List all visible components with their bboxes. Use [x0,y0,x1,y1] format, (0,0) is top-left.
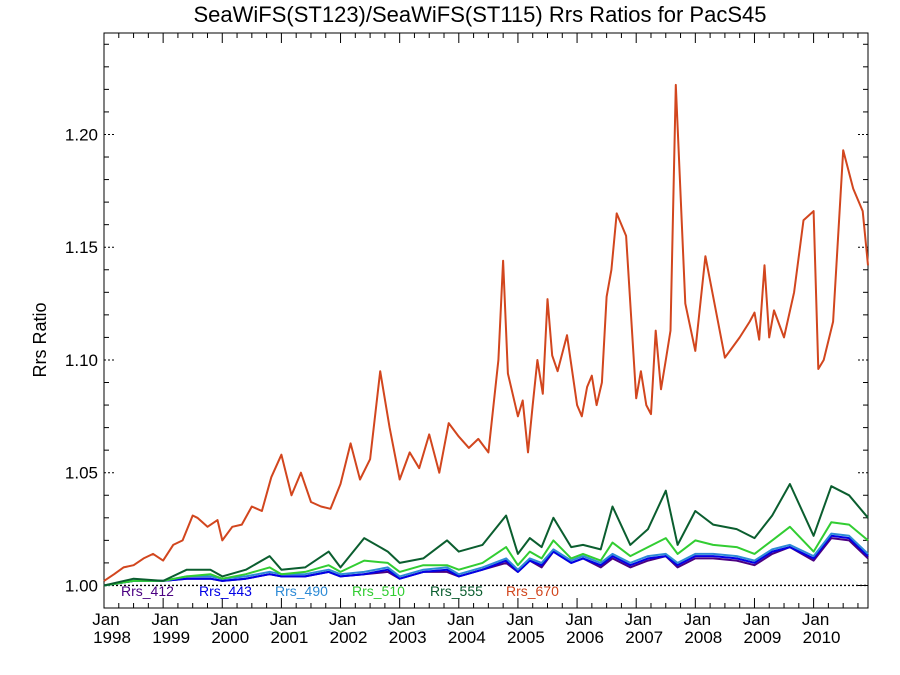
series-line-rrs-443 [103,534,869,587]
series-line-rrs-555 [103,483,869,587]
x-tick-label-year: 2004 [448,628,486,647]
x-tick-label-month: Jan [565,610,592,629]
x-tick-label-month: Jan [92,610,119,629]
legend-entry-rrs-412: Rrs_412 [121,583,174,599]
x-tick-label-month: Jan [329,610,356,629]
legend-entry-rrs-555: Rrs_555 [430,583,483,599]
y-tick-label: 1.10 [65,351,98,370]
x-tick-label-year: 2000 [211,628,249,647]
x-tick-label-month: Jan [624,610,651,629]
plot-frame [103,32,869,609]
x-tick-label-year: 2001 [270,628,308,647]
legend-entry-rrs-490: Rrs_490 [275,583,328,599]
y-tick-label: 1.20 [65,125,98,144]
plot-area: 1.001.051.101.151.20Jan1998Jan1999Jan200… [65,32,869,647]
x-tick-label-year: 2009 [744,628,782,647]
series-line-rrs-670 [103,83,869,582]
x-tick-label-month: Jan [447,610,474,629]
x-tick-label-year: 1999 [152,628,190,647]
y-axis-label: Rrs Ratio [30,302,50,377]
x-tick-label-month: Jan [506,610,533,629]
x-tick-label-year: 2008 [684,628,722,647]
chart-title: SeaWiFS(ST123)/SeaWiFS(ST115) Rrs Ratios… [194,2,767,27]
x-tick-label-year: 2007 [625,628,663,647]
y-tick-label: 1.05 [65,464,98,483]
x-tick-label-year: 2006 [566,628,604,647]
series-line-rrs-510 [103,521,869,587]
x-tick-label-year: 2010 [803,628,841,647]
x-tick-label-month: Jan [388,610,415,629]
x-tick-label-month: Jan [211,610,238,629]
x-tick-label-year: 2002 [330,628,368,647]
legend-entry-rrs-443: Rrs_443 [199,583,252,599]
x-tick-label-year: 2005 [507,628,545,647]
legend-entry-rrs-670: Rrs_670 [506,583,559,599]
x-tick-label-month: Jan [151,610,178,629]
series-line-rrs-490 [103,532,869,587]
x-tick-label-year: 2003 [389,628,427,647]
y-tick-label: 1.15 [65,238,98,257]
x-tick-label-month: Jan [802,610,829,629]
x-tick-label-month: Jan [270,610,297,629]
x-tick-label-month: Jan [743,610,770,629]
y-tick-label: 1.00 [65,576,98,595]
legend-entry-rrs-510: Rrs_510 [352,583,405,599]
x-tick-label-month: Jan [684,610,711,629]
x-tick-label-year: 1998 [93,628,131,647]
